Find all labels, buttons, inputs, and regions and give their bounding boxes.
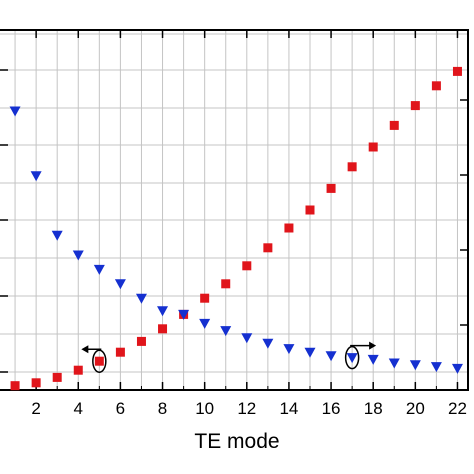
- triangle-marker: [199, 318, 211, 329]
- arrow-head-right: [369, 341, 377, 350]
- x-tick-label: 4: [74, 399, 83, 418]
- x-tick-label: 12: [237, 399, 256, 418]
- square-marker: [136, 336, 146, 346]
- square-marker: [368, 142, 378, 152]
- triangle-marker: [178, 309, 190, 320]
- square-marker: [94, 356, 104, 366]
- triangle-marker: [114, 279, 126, 290]
- square-marker: [347, 162, 357, 172]
- square-marker: [73, 365, 83, 375]
- triangle-marker: [30, 171, 42, 182]
- square-marker: [389, 120, 399, 130]
- triangle-marker: [409, 360, 421, 371]
- data-series: [9, 66, 463, 391]
- square-marker: [200, 293, 210, 303]
- right-axis-indicator: [344, 341, 377, 370]
- annotation-ellipse: [344, 345, 360, 370]
- square-marker: [221, 279, 231, 289]
- triangle-marker: [367, 354, 379, 365]
- square-marker: [305, 205, 315, 215]
- plot-border: [0, 29, 469, 391]
- square-marker: [452, 66, 462, 76]
- x-axis-title: TE mode: [194, 430, 279, 453]
- left-axis-indicator: [81, 345, 107, 373]
- triangle-marker: [72, 250, 84, 261]
- square-marker: [10, 381, 20, 391]
- triangle-marker: [325, 351, 337, 362]
- triangle-marker: [304, 347, 316, 358]
- triangle-marker: [262, 338, 274, 349]
- triangle-marker: [9, 106, 21, 117]
- plot-frame: [0, 29, 469, 391]
- triangle-marker: [93, 264, 105, 275]
- triangle-marker: [51, 230, 63, 241]
- square-marker: [115, 347, 125, 357]
- arrow-head-left: [81, 345, 89, 354]
- x-tick-label: 16: [322, 399, 341, 418]
- series-triangles: [9, 106, 463, 374]
- triangle-marker: [451, 363, 463, 374]
- x-tick-label: 22: [448, 399, 467, 418]
- triangle-marker: [220, 326, 232, 337]
- triangle-marker: [157, 306, 169, 317]
- square-marker: [410, 101, 420, 111]
- x-tick-label: 18: [364, 399, 383, 418]
- square-marker: [242, 261, 252, 271]
- axis-annotations: [81, 341, 377, 373]
- x-tick-label: 14: [279, 399, 298, 418]
- x-tick-label: 20: [406, 399, 425, 418]
- triangle-marker: [346, 353, 358, 364]
- x-tick-label: 8: [158, 399, 167, 418]
- square-marker: [326, 183, 336, 193]
- triangle-marker: [135, 293, 147, 304]
- annotation-ellipse: [92, 349, 107, 373]
- square-marker: [284, 223, 294, 233]
- square-marker: [431, 81, 441, 91]
- square-marker: [263, 243, 273, 253]
- grid: [0, 30, 468, 390]
- triangle-marker: [283, 344, 295, 355]
- square-marker: [31, 378, 41, 388]
- triangle-marker: [388, 358, 400, 369]
- x-axis-ticks: 2 4 6 8 10 12 14 16 18 20 22: [14, 30, 467, 418]
- square-marker: [158, 324, 168, 334]
- square-marker: [52, 372, 62, 382]
- x-tick-label: 2: [31, 399, 40, 418]
- triangle-marker: [241, 333, 253, 344]
- triangle-marker: [430, 362, 442, 373]
- x-tick-label: 6: [116, 399, 125, 418]
- x-tick-label: 10: [195, 399, 214, 418]
